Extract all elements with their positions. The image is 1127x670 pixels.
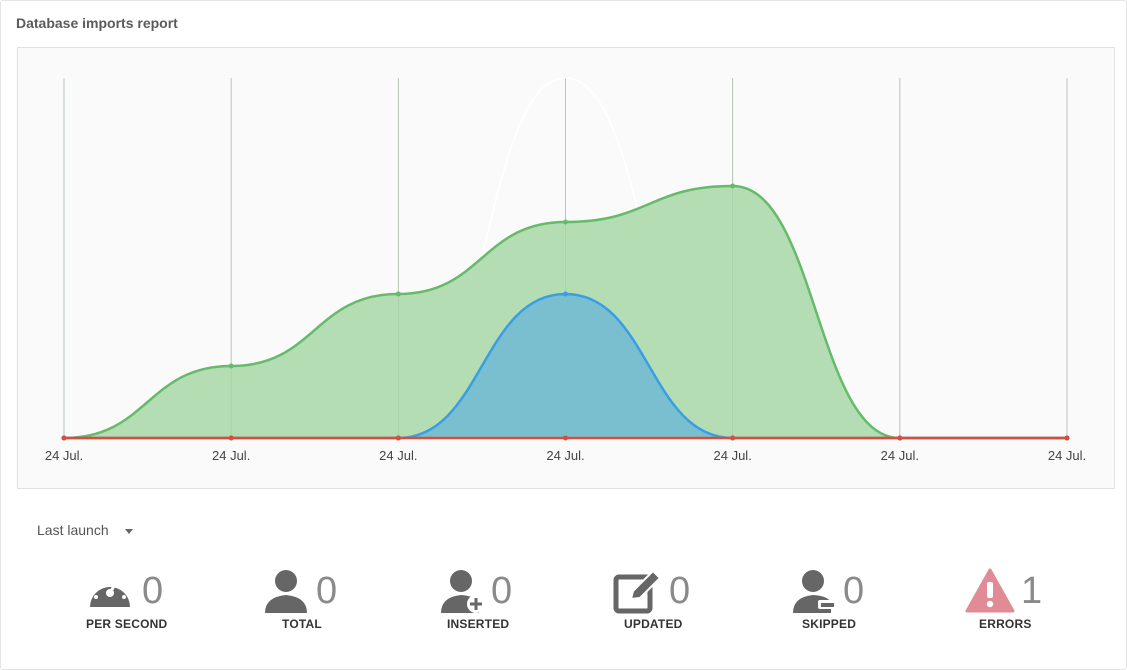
stat-value: 0 [491, 570, 513, 612]
data-point [395, 291, 401, 297]
user-icon [263, 567, 313, 615]
stat-value: 0 [669, 570, 691, 612]
data-point [563, 291, 568, 297]
stat-value: 0 [316, 570, 338, 612]
stat-label: ERRORS [979, 617, 1032, 631]
stat-per-second: 0 PER SECOND [86, 567, 226, 637]
stat-skipped: 0 SKIPPED [791, 567, 931, 637]
stat-total: 0 TOTAL [263, 567, 403, 637]
stat-label: PER SECOND [86, 617, 168, 631]
stat-value: 0 [843, 570, 865, 612]
chart-svg: 24 Jul. 24 Jul. 24 Jul. 24 Jul. 24 Jul. 24 Ju… [45, 76, 1086, 463]
chevron-down-icon [124, 528, 133, 534]
stat-inserted: 0 INSERTED [439, 567, 579, 637]
last-launch-label: Last launch [37, 522, 109, 538]
imports-chart: 24 Jul. 24 Jul. 24 Jul. 24 Jul. 24 Jul. 24 Ju… [17, 47, 1115, 489]
x-tick-label: 24 Jul. [1048, 448, 1086, 463]
data-point [563, 435, 568, 441]
x-tick-label: 24 Jul. [212, 448, 250, 463]
x-tick-label: 24 Jul. [379, 448, 417, 463]
edit-icon [613, 567, 663, 615]
stat-value: 1 [1021, 570, 1043, 612]
x-tick-label: 24 Jul. [546, 448, 584, 463]
stat-label: SKIPPED [802, 617, 857, 631]
stat-errors: 1 ERRORS [965, 567, 1105, 637]
speedometer-icon [86, 567, 136, 615]
card-title: Database imports report [16, 15, 178, 31]
stat-value: 0 [142, 570, 164, 612]
x-tick-label: 24 Jul. [881, 448, 919, 463]
stat-label: INSERTED [447, 617, 510, 631]
stat-updated: 0 UPDATED [613, 567, 753, 637]
warning-icon [965, 567, 1015, 615]
last-launch-dropdown[interactable]: Last launch [37, 522, 133, 538]
data-point [395, 435, 401, 441]
stat-label: TOTAL [282, 617, 322, 631]
data-point [61, 435, 67, 441]
stat-label: UPDATED [624, 617, 683, 631]
x-tick-label: 24 Jul. [714, 448, 752, 463]
data-point [730, 183, 736, 189]
data-point [563, 219, 568, 225]
data-point [897, 435, 903, 441]
x-tick-label: 24 Jul. [45, 448, 83, 463]
data-point [228, 363, 234, 369]
user-skip-icon [791, 567, 841, 615]
user-add-icon [439, 567, 489, 615]
data-point [730, 435, 736, 441]
data-point [1064, 435, 1070, 441]
data-point [228, 435, 234, 441]
